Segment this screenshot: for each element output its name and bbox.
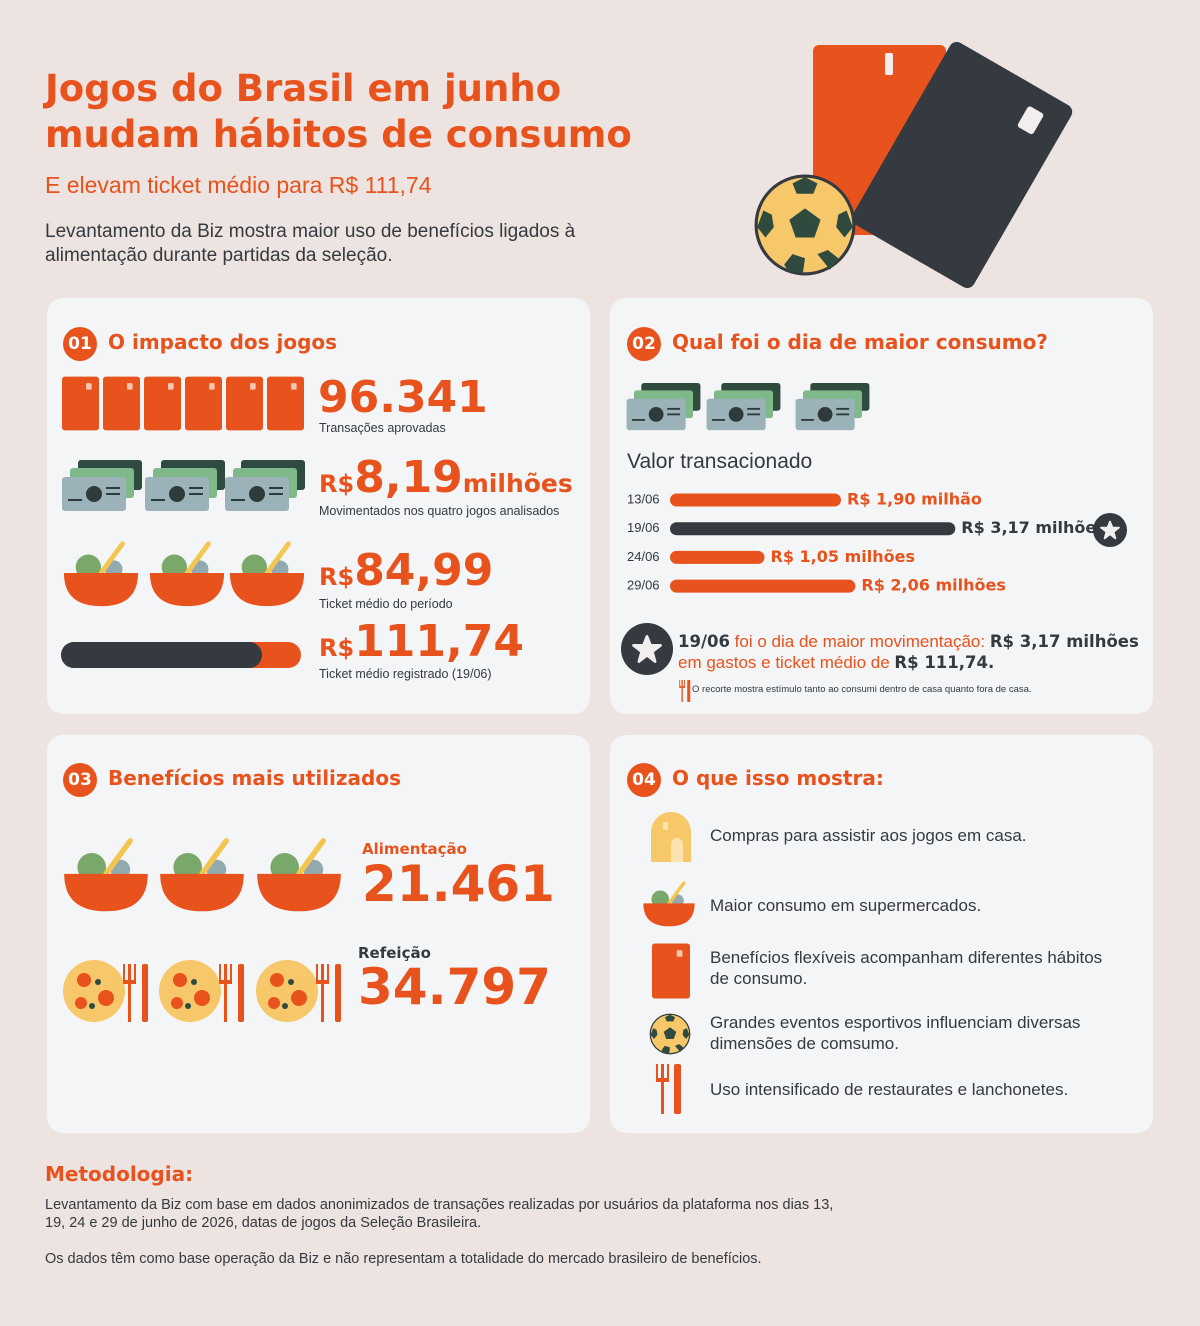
stat-label: Ticket médio do período xyxy=(319,597,453,611)
section-number: 03 xyxy=(63,763,97,797)
benefit-value: 21.461 xyxy=(362,855,555,913)
highlight: 19/06 foi o dia de maior movimentação: R… xyxy=(678,631,1148,673)
methodology-text: Levantamento da Biz com base em dados an… xyxy=(45,1197,834,1231)
currency-prefix: R$ xyxy=(319,634,355,662)
cutlery-icon xyxy=(679,680,691,702)
stat-value-group: R$84,99 xyxy=(319,545,493,596)
stat-label: Movimentados nos quatro jogos analisados xyxy=(319,504,560,518)
bowls-icon xyxy=(62,535,307,613)
benefit-label: Refeição xyxy=(358,944,431,962)
section-title: O impacto dos jogos xyxy=(108,330,338,354)
currency-prefix: R$ xyxy=(319,470,355,498)
stat-value-group: R$111,74 xyxy=(319,616,524,667)
pizza-icon xyxy=(63,960,341,1022)
methodology-text: Os dados têm como base operação da Biz e… xyxy=(45,1251,762,1267)
hero-illustration xyxy=(754,41,1073,289)
value-label: R$ 1,05 milhões xyxy=(771,547,915,566)
house-icon xyxy=(651,812,691,862)
section-title: O que isso mostra: xyxy=(672,766,884,790)
panel-benefits xyxy=(47,735,590,1133)
category-label: 13/06 xyxy=(627,491,660,506)
star-badge xyxy=(621,623,673,675)
progress-icon xyxy=(61,642,301,668)
subtitle: E elevam ticket médio para R$ 111,74 xyxy=(45,172,432,198)
description: Levantamento da Biz mostra maior uso de … xyxy=(45,221,576,266)
highlight-value: R$ 3,17 milhões xyxy=(989,632,1139,651)
stat-value: 8,19 xyxy=(354,452,463,503)
bar xyxy=(670,493,841,507)
benefit-value: 34.797 xyxy=(358,958,551,1016)
stat-label: Ticket médio registrado (19/06) xyxy=(319,667,492,681)
value-label: R$ 3,17 milhões xyxy=(961,518,1105,537)
category-label: 24/06 xyxy=(627,549,660,564)
section-title: Qual foi o dia de maior consumo? xyxy=(672,330,1048,354)
insight-text: Uso intensificado de restaurates e lanch… xyxy=(710,1080,1069,1099)
bowl-icon xyxy=(642,881,696,928)
stat-value: 111,74 xyxy=(354,616,524,667)
card-icon xyxy=(652,943,690,999)
star-badge xyxy=(1093,513,1127,547)
cutlery-icon xyxy=(656,1064,681,1114)
title-line: Jogos do Brasil em junho xyxy=(45,67,562,110)
stat-suffix: milhões xyxy=(462,469,573,498)
stat-label: Transações aprovadas xyxy=(319,421,446,435)
value-label: R$ 2,06 milhões xyxy=(861,576,1005,595)
panel-insights xyxy=(610,735,1153,1133)
value-label: R$ 1,90 milhão xyxy=(847,490,982,509)
insight-text: Benefícios flexíveis acompanham diferent… xyxy=(710,948,1103,988)
insight-text: Compras para assistir aos jogos em casa. xyxy=(710,826,1027,845)
title-line: mudam hábitos de consumo xyxy=(45,113,632,156)
highlight-date: 19/06 xyxy=(678,632,730,651)
currency-prefix: R$ xyxy=(319,563,355,591)
title: Jogos do Brasil em junho mudam hábitos d… xyxy=(45,66,632,158)
bar xyxy=(670,550,765,564)
ball-icon xyxy=(649,1013,691,1055)
stat-value: 96.341 xyxy=(318,372,488,423)
methodology-title: Metodologia: xyxy=(45,1162,194,1186)
bar xyxy=(670,522,956,536)
category-label: 29/06 xyxy=(627,578,660,593)
section-number: 02 xyxy=(627,327,661,361)
stat-value-group: R$8,19milhões xyxy=(319,452,573,503)
section-number: 04 xyxy=(627,763,661,797)
money-icon xyxy=(626,383,870,431)
chart-title: Valor transacionado xyxy=(627,450,813,473)
bar-chart: 13/06 R$ 1,90 milhão 19/06 R$ 3,17 milhões 2… xyxy=(627,490,1106,595)
cards-icon xyxy=(62,376,304,431)
stat-value: 84,99 xyxy=(354,545,494,596)
category-label: 19/06 xyxy=(627,520,660,535)
benefit-label: Alimentação xyxy=(362,840,467,858)
money-icon xyxy=(62,460,305,512)
section-number: 01 xyxy=(63,327,97,361)
highlight-value: R$ 111,74. xyxy=(894,653,995,672)
bar xyxy=(670,579,856,593)
note: O recorte mostra estímulo tanto ao consu… xyxy=(692,684,1032,695)
highlight-text: foi o dia de maior movimentação: xyxy=(729,632,990,651)
insight-text: Maior consumo em supermercados. xyxy=(710,896,982,915)
highlight-text: em gastos e ticket médio de xyxy=(678,653,895,672)
bowls-icon xyxy=(62,830,352,922)
section-title: Benefícios mais utilizados xyxy=(108,766,402,790)
insight-text: Grandes eventos esportivos influenciam d… xyxy=(710,1013,1081,1053)
